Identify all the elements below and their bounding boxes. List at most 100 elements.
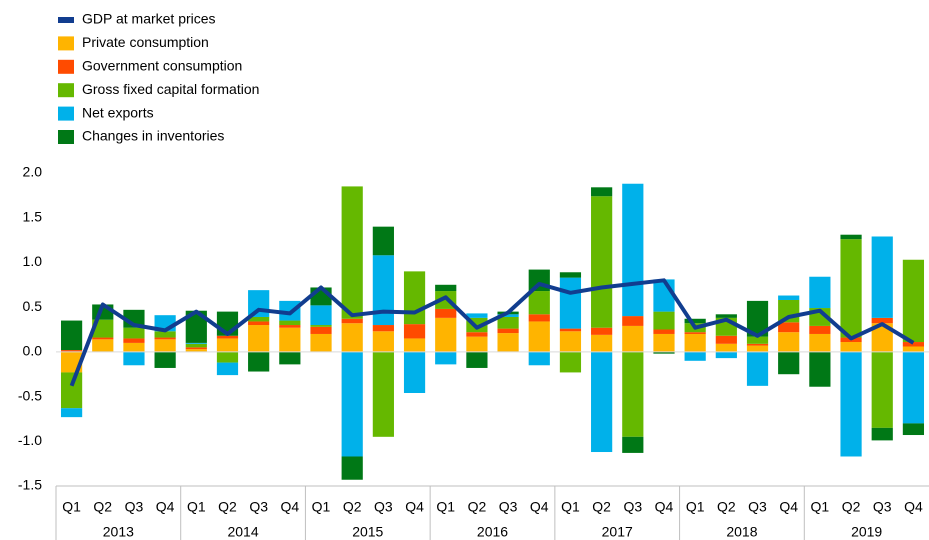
x-tick-label: Q1: [62, 499, 81, 515]
bar: [871, 427, 893, 441]
bar: [279, 351, 301, 365]
bar: [809, 325, 831, 334]
bar: [591, 196, 613, 328]
bar: [902, 351, 925, 424]
bar: [778, 322, 800, 333]
bar: [871, 236, 893, 318]
bar: [528, 351, 550, 366]
bar: [466, 313, 488, 318]
bar: [92, 337, 114, 340]
y-tick-label: 0.0: [23, 343, 43, 359]
x-tick-label: Q1: [561, 499, 580, 515]
x-tick-label: Q1: [187, 499, 206, 515]
bar: [92, 339, 114, 352]
bar: [559, 277, 582, 329]
line: [69, 278, 915, 387]
bar: [902, 259, 925, 343]
bar: [341, 186, 363, 319]
bar: [216, 335, 239, 339]
bar: [60, 372, 83, 409]
bar: [154, 337, 176, 340]
bar: [653, 329, 675, 334]
bar: [216, 351, 239, 363]
bar: [123, 351, 145, 366]
bar: [622, 316, 644, 326]
bar: [809, 351, 831, 387]
bar: [466, 332, 488, 337]
bar: [746, 351, 769, 386]
x-tick-label: Q4: [280, 499, 299, 515]
year-label: 2018: [726, 524, 757, 540]
bar: [123, 327, 145, 339]
bar: [622, 183, 644, 317]
year-label: 2016: [477, 524, 508, 540]
bar: [279, 300, 301, 321]
x-tick-label: Q2: [343, 499, 362, 515]
bar: [279, 320, 301, 326]
bar: [778, 351, 800, 375]
bar: [185, 347, 207, 350]
bar: [746, 345, 769, 352]
bar: [778, 332, 800, 352]
bar: [715, 314, 737, 318]
bar: [778, 295, 800, 300]
x-tick-label: Q1: [436, 499, 455, 515]
x-tick-label: Q4: [779, 499, 798, 515]
x-tick-label: Q1: [811, 499, 830, 515]
bar: [60, 320, 83, 351]
bar: [341, 318, 363, 324]
bar: [341, 351, 363, 457]
bar: [403, 324, 426, 339]
bar: [591, 351, 613, 453]
bar: [216, 362, 239, 376]
bar: [279, 327, 301, 352]
bar: [591, 187, 613, 197]
bar: [715, 335, 737, 344]
x-tick-label: Q4: [530, 499, 549, 515]
x-tick-label: Q2: [592, 499, 611, 515]
legend-swatch: [58, 83, 74, 98]
bar: [466, 351, 488, 368]
bar: [684, 351, 706, 361]
bar: [248, 351, 270, 372]
x-tick-label: Q3: [249, 499, 268, 515]
bar: [279, 325, 301, 328]
bar: [809, 276, 831, 309]
bar: [310, 326, 332, 334]
bar: [902, 342, 925, 347]
year-label: 2017: [602, 524, 633, 540]
bar: [185, 310, 207, 343]
bar: [341, 323, 363, 352]
bar: [403, 351, 426, 393]
bar: [622, 436, 644, 453]
bar: [248, 321, 270, 326]
bar: [871, 317, 893, 324]
bar: [809, 333, 831, 352]
bar: [310, 333, 332, 352]
bar: [466, 336, 488, 352]
bar: [528, 321, 550, 352]
bar: [123, 338, 145, 343]
bar: [559, 351, 582, 373]
bar: [154, 351, 176, 368]
year-label: 2013: [103, 524, 134, 540]
y-tick-label: 1.0: [23, 253, 43, 269]
year-label: 2014: [227, 524, 258, 540]
legend-label: Changes in inventories: [82, 128, 224, 144]
bar: [403, 338, 426, 352]
bar: [60, 350, 83, 352]
bar: [185, 349, 207, 352]
x-tick-label: Q4: [156, 499, 175, 515]
bar: [528, 291, 550, 315]
y-tick-label: 0.5: [23, 298, 43, 314]
bar: [746, 336, 769, 344]
legend-swatch: [58, 130, 74, 144]
legend-label: GDP at market prices: [82, 11, 216, 27]
bar: [559, 272, 582, 278]
bar: [840, 234, 862, 240]
bar: [622, 325, 644, 352]
bar: [871, 323, 893, 352]
bar: [372, 255, 394, 326]
bar: [559, 331, 582, 352]
bar: [341, 456, 363, 480]
